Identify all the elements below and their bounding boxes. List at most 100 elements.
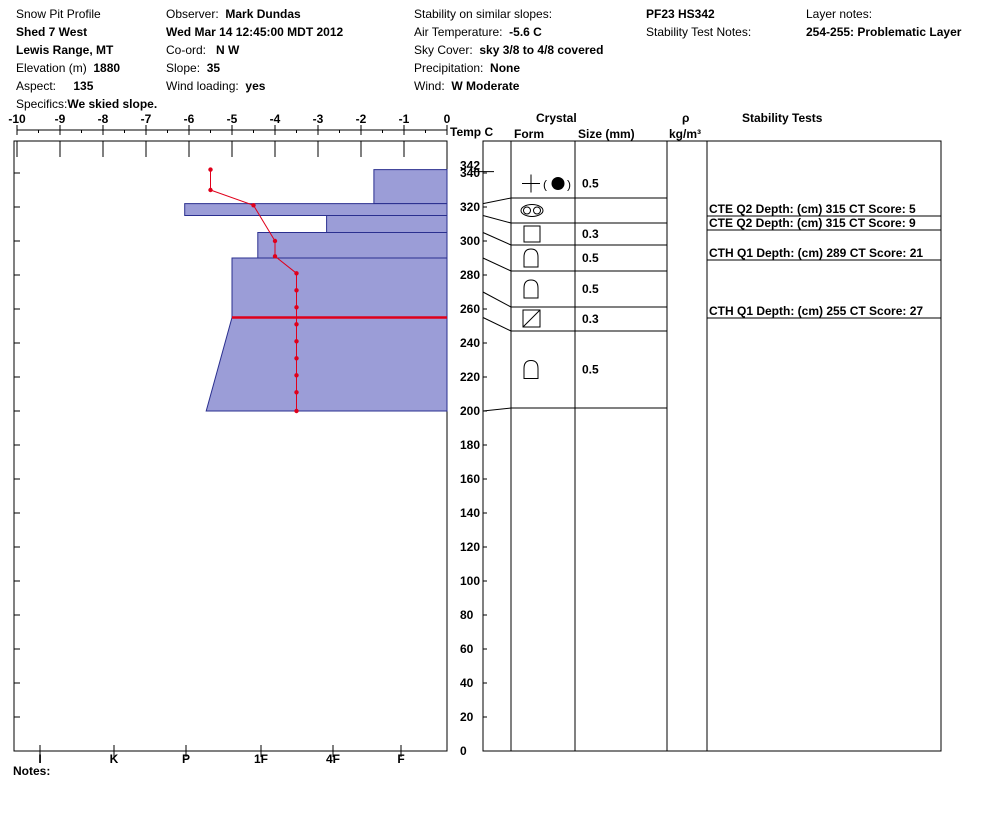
- wind-value: W Moderate: [451, 79, 520, 93]
- sky-cover-value: sky 3/8 to 4/8 covered: [479, 43, 604, 57]
- hardness-layer: [257, 232, 448, 259]
- layer-connector: [482, 317, 512, 332]
- precipitation-row: Precipitation: None: [414, 61, 520, 75]
- layer-connector: [482, 197, 512, 205]
- sky-cover-row: Sky Cover: sky 3/8 to 4/8 covered: [414, 43, 603, 57]
- depth-tick-label: 180: [460, 438, 480, 452]
- slope-label: Slope:: [166, 61, 201, 75]
- profile-title: Snow Pit Profile: [16, 7, 101, 21]
- hardness-tick-label: 4F: [326, 752, 340, 766]
- layer-connector: [482, 407, 512, 412]
- observer-value: Mark Dundas: [225, 7, 301, 21]
- precipitation-value: None: [490, 61, 521, 75]
- sky-cover-label: Sky Cover:: [414, 43, 473, 57]
- depth-tick-label: 0: [460, 744, 467, 758]
- temp-column-header: Temp C: [450, 125, 493, 139]
- stability-test-label: CTE Q2 Depth: (cm) 315 CT Score: 5: [709, 202, 916, 216]
- crystal-size-label: 0.5: [582, 251, 599, 265]
- crystal-form-depth-hoar-icon: [523, 279, 539, 299]
- coord-value: N W: [216, 43, 240, 57]
- temp-tick-label: -10: [8, 112, 26, 126]
- paren-right: ): [567, 178, 571, 192]
- air-temp-row: Air Temperature: -5.6 C: [414, 25, 542, 39]
- temp-tick-label: -7: [141, 112, 152, 126]
- temperature-point: [294, 356, 299, 361]
- stability-similar-row: Stability on similar slopes:: [414, 7, 552, 21]
- depth-tick-label: 320: [460, 200, 480, 214]
- stability-test-label: CTH Q1 Depth: (cm) 255 CT Score: 27: [709, 304, 923, 318]
- crystal-column-header: Crystal: [536, 111, 577, 125]
- observer-label: Observer:: [166, 7, 219, 21]
- coord-label: Co-ord:: [166, 43, 207, 57]
- temperature-point: [294, 373, 299, 378]
- layer-notes-label: Layer notes:: [806, 7, 873, 21]
- hardness-tick-label: F: [397, 752, 404, 766]
- temperature-axis: -10 -9 -8 -7 -6 -5 -4 -3 -2 -1 0: [8, 112, 451, 135]
- layer-connector: [482, 215, 512, 224]
- temperature-profile-line: [210, 169, 297, 411]
- precipitation-label: Precipitation:: [414, 61, 484, 75]
- location-name: Shed 7 West: [16, 25, 88, 39]
- crystal-size-label: 0.5: [582, 282, 599, 296]
- depth-tick-label: 200: [460, 404, 480, 418]
- density-unit-header: kg/m³: [669, 127, 701, 141]
- depth-axis: 0 20 40 60 80 100 120 140 160 180 200 220 240 260 280 3…: [460, 159, 494, 758]
- dh-arch: [523, 359, 539, 379]
- depth-tick-label: 300: [460, 234, 480, 248]
- specifics-value: We skied slope.: [67, 97, 158, 111]
- specifics-label: Specifics:: [16, 97, 68, 111]
- depth-tick-label: 220: [460, 370, 480, 384]
- hardness-tick-label: K: [110, 752, 119, 766]
- aspect-value: 135: [73, 79, 94, 93]
- air-temp-label: Air Temperature:: [414, 25, 503, 39]
- rho-column-header: ρ: [682, 111, 689, 125]
- temp-tick-label: -9: [55, 112, 66, 126]
- rg-outer: [520, 204, 544, 217]
- observer-row: Observer: Mark Dundas: [166, 7, 301, 21]
- depth-tick-label: 340: [460, 166, 480, 180]
- crystal-size-label: 0.5: [582, 177, 599, 191]
- hardness-tick-label: P: [182, 752, 190, 766]
- temp-tick-label: -6: [184, 112, 195, 126]
- temperature-point: [208, 167, 213, 172]
- temperature-point: [294, 288, 299, 293]
- crystal-size-label: 0.3: [582, 312, 599, 326]
- temperature-point: [294, 305, 299, 310]
- dh-arch: [523, 279, 539, 299]
- crystal-columns: () 0.5 0.3 0.5 0.5 0.3 0.5 CTE Q2 Depth: (cm) 3…: [482, 140, 942, 752]
- crystal-size-label: 0.5: [582, 363, 599, 377]
- crystal-form-depth-hoar-icon: [523, 248, 539, 268]
- hs-label: 342: [460, 159, 480, 173]
- depth-tick-label: 80: [460, 608, 474, 622]
- wind-loading-value: yes: [245, 79, 266, 93]
- crystal-form-pp-graupel-icon: (): [522, 174, 571, 193]
- depth-tick-label: 140: [460, 506, 480, 520]
- temperature-point: [294, 322, 299, 327]
- depth-tick-label: 240: [460, 336, 480, 350]
- depth-tick-label: 20: [460, 710, 474, 724]
- temp-tick-label: -3: [313, 112, 324, 126]
- crystal-form-faceted-rounded-icon: [522, 309, 541, 328]
- layer-connector: [482, 291, 512, 308]
- hardness-tick-label: 1F: [254, 752, 268, 766]
- crystal-form-rounding-icon: [520, 204, 544, 217]
- stability-tests-header: Stability Tests: [742, 111, 823, 125]
- form-column-header: Form: [514, 127, 544, 141]
- crystal-form-depth-hoar-icon: [523, 359, 539, 379]
- wind-row: Wind: W Moderate: [414, 79, 519, 93]
- wind-loading-row: Wind loading: yes: [166, 79, 265, 93]
- temperature-point: [272, 254, 278, 259]
- depth-tick-label: 260: [460, 302, 480, 316]
- hardness-panel: I K P 1F 4F F: [13, 140, 448, 766]
- depth-tick-label: 160: [460, 472, 480, 486]
- coord-row: Co-ord: N W: [166, 43, 239, 57]
- temperature-point: [294, 271, 299, 276]
- crystal-size-label: 0.3: [582, 227, 599, 241]
- temp-tick-label: -2: [356, 112, 367, 126]
- temp-tick-label: -1: [399, 112, 410, 126]
- hardness-layer: [326, 215, 448, 233]
- observation-date: Wed Mar 14 12:45:00 MDT 2012: [166, 25, 344, 39]
- aspect-label: Aspect:: [16, 79, 57, 93]
- temperature-point: [294, 339, 299, 344]
